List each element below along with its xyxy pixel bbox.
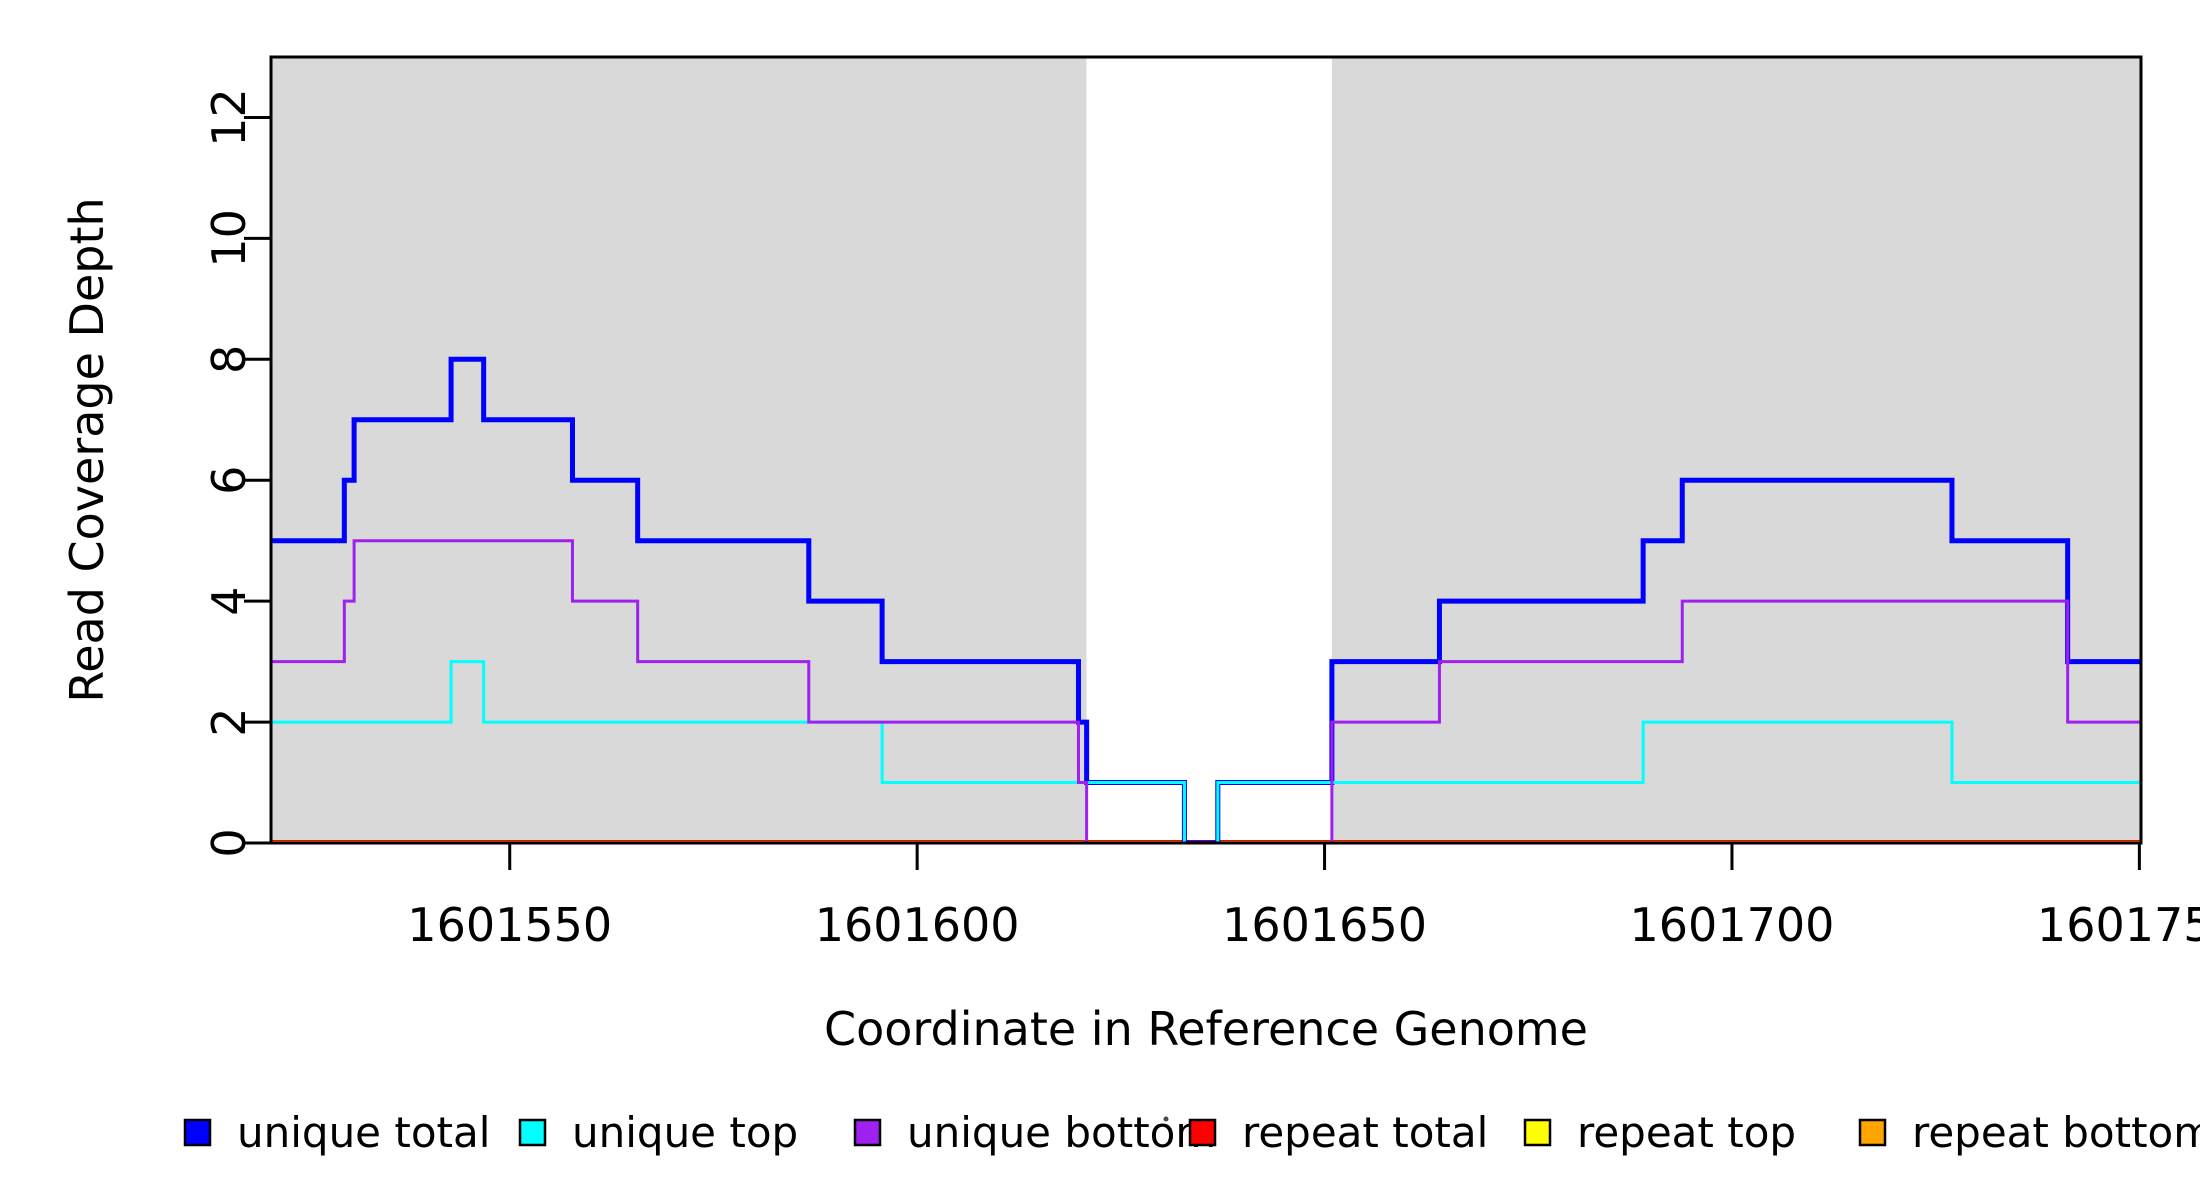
legend-label-unique-bottom: unique bottom bbox=[907, 1108, 1216, 1157]
series-line-unique-bottom bbox=[271, 539, 2141, 843]
legend-label-repeat-bottom: repeat bottom bbox=[1912, 1108, 2200, 1157]
unique-region-right bbox=[1331, 57, 2141, 843]
repeat-region-white-band bbox=[1086, 57, 1332, 843]
legend-label-repeat-total: repeat total bbox=[1242, 1108, 1488, 1157]
series-line-unique-top bbox=[271, 660, 2141, 843]
plot-border bbox=[269, 55, 2143, 845]
y-tick-label: 10 bbox=[202, 209, 256, 268]
y-tick-label: 8 bbox=[202, 345, 256, 374]
x-tick-label: 1601600 bbox=[815, 898, 1020, 952]
y-tick-label: 2 bbox=[202, 707, 256, 736]
x-tick-label: 1601550 bbox=[407, 898, 612, 952]
legend-swatch-repeat-top bbox=[1523, 1118, 1552, 1147]
y-tick-label: 6 bbox=[202, 466, 256, 495]
plot-box bbox=[269, 55, 2143, 845]
legend-swatch-repeat-total bbox=[1188, 1118, 1217, 1147]
x-tick-label: 1601650 bbox=[1222, 898, 1427, 952]
legend-swatch-unique-total bbox=[183, 1118, 212, 1147]
x-tick-label: 1601700 bbox=[1630, 898, 1835, 952]
x-axis-title: Coordinate in Reference Genome bbox=[824, 1002, 1588, 1056]
legend-label-repeat-top: repeat top bbox=[1577, 1108, 1796, 1157]
legend: unique total unique top unique bottom repea… bbox=[183, 1108, 2200, 1157]
unique-region-left bbox=[271, 57, 1087, 843]
series-lines bbox=[271, 356, 2141, 843]
series-line-unique-total bbox=[271, 356, 2141, 843]
y-axis-title: Read Coverage Depth bbox=[60, 197, 114, 702]
legend-swatch-repeat-bottom bbox=[1858, 1118, 1887, 1147]
y-tick-label: 12 bbox=[202, 88, 256, 147]
plot-background bbox=[271, 57, 2141, 843]
legend-label-unique-total: unique total bbox=[237, 1108, 490, 1157]
y-axis: 0 2 4 6 8 10 12 bbox=[202, 88, 271, 858]
legend-swatch-unique-top bbox=[518, 1118, 547, 1147]
y-tick-label: 4 bbox=[202, 587, 256, 616]
stray-dot-artifact bbox=[1163, 1116, 1169, 1122]
legend-label-unique-top: unique top bbox=[572, 1108, 798, 1157]
legend-swatch-unique-bottom bbox=[853, 1118, 882, 1147]
y-tick-label: 0 bbox=[202, 828, 256, 857]
